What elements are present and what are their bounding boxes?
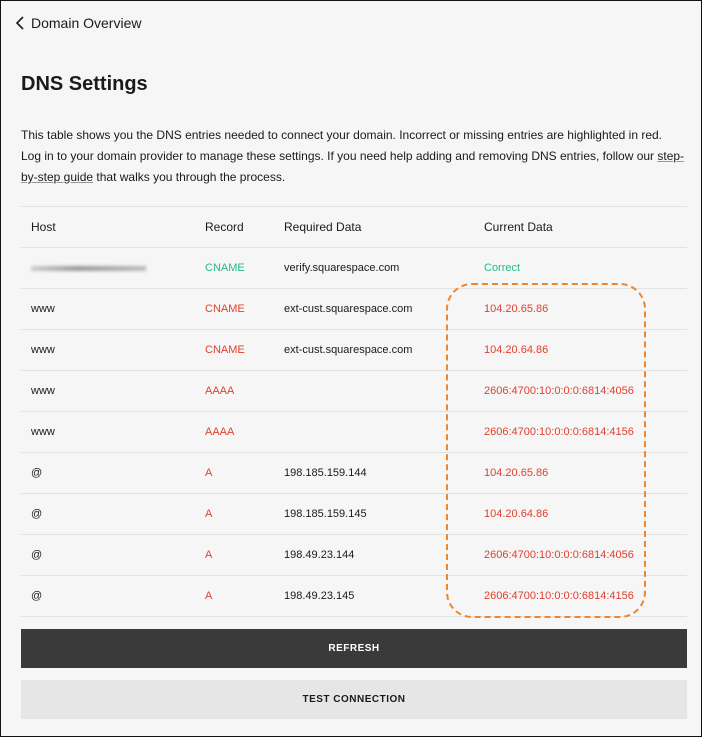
host-cell: @: [31, 508, 43, 520]
current-data-cell: 104.20.65.86: [484, 467, 549, 479]
record-cell: AAAA: [205, 426, 235, 438]
table-header: Host Record Required Data Current Data: [21, 207, 687, 248]
required-data-cell: 198.49.23.144: [284, 549, 355, 561]
page-description: This table shows you the DNS entries nee…: [21, 125, 685, 188]
record-cell: A: [205, 508, 213, 520]
table-row: @ A 198.49.23.144 2606:4700:10:0:0:0:6814:4…: [21, 535, 687, 576]
table-row: www CNAME ext-cust.squarespace.com 104.20.6…: [21, 289, 687, 330]
host-cell: @: [31, 467, 43, 479]
record-cell: A: [205, 549, 213, 561]
chevron-left-icon: [15, 16, 24, 30]
table-row: www AAAA 2606:4700:10:0:0:0:6814:4056: [21, 371, 687, 412]
required-data-cell: verify.squarespace.com: [284, 262, 400, 274]
description-text: This table shows you the DNS entries nee…: [21, 128, 663, 163]
table-row: www CNAME ext-cust.squarespace.com 104.20.6…: [21, 330, 687, 371]
required-data-cell: 198.185.159.145: [284, 508, 367, 520]
dns-table: Host Record Required Data Current Data C…: [21, 206, 687, 617]
table-row: CNAME verify.squarespace.com Correct: [21, 248, 687, 289]
required-data-cell: ext-cust.squarespace.com: [284, 344, 413, 356]
required-data-cell: 198.185.159.144: [284, 467, 367, 479]
current-data-cell: 104.20.65.86: [484, 303, 549, 315]
back-label: Domain Overview: [31, 15, 142, 31]
host-cell: @: [31, 549, 43, 561]
record-cell: CNAME: [205, 262, 245, 274]
step-by-step-guide-link[interactable]: step-by-step guide: [21, 149, 685, 184]
current-data-cell: 104.20.64.86: [484, 344, 549, 356]
header-required-data: Required Data: [284, 220, 362, 234]
host-cell: @: [31, 590, 43, 602]
record-cell: A: [205, 467, 213, 479]
current-data-cell: 2606:4700:10:0:0:0:6814:4156: [484, 590, 634, 602]
host-cell: www: [31, 426, 55, 438]
current-data-cell: 104.20.64.86: [484, 508, 549, 520]
required-data-cell: ext-cust.squarespace.com: [284, 303, 413, 315]
host-redacted: [31, 262, 146, 274]
record-cell: A: [205, 590, 213, 602]
record-cell: CNAME: [205, 303, 245, 315]
description-text-end: that walks you through the process.: [93, 170, 286, 184]
required-data-cell: 198.49.23.145: [284, 590, 355, 602]
table-row: www AAAA 2606:4700:10:0:0:0:6814:4156: [21, 412, 687, 453]
header-record: Record: [205, 220, 244, 234]
record-cell: AAAA: [205, 385, 235, 397]
record-cell: CNAME: [205, 344, 245, 356]
host-cell: www: [31, 344, 55, 356]
header-current-data: Current Data: [484, 220, 553, 234]
refresh-button[interactable]: REFRESH: [21, 629, 687, 668]
test-connection-button[interactable]: TEST CONNECTION: [21, 680, 687, 719]
host-cell: www: [31, 303, 55, 315]
current-data-cell: 2606:4700:10:0:0:0:6814:4156: [484, 426, 634, 438]
header-host: Host: [31, 220, 56, 234]
current-data-cell: Correct: [484, 262, 521, 274]
page-title: DNS Settings: [21, 73, 148, 95]
host-cell: www: [31, 385, 55, 397]
current-data-cell: 2606:4700:10:0:0:0:6814:4056: [484, 549, 634, 561]
table-row: @ A 198.185.159.144 104.20.65.86: [21, 453, 687, 494]
table-row: @ A 198.49.23.145 2606:4700:10:0:0:0:6814:4…: [21, 576, 687, 617]
current-data-cell: 2606:4700:10:0:0:0:6814:4056: [484, 385, 634, 397]
back-to-domain-overview-link[interactable]: Domain Overview: [15, 15, 141, 31]
table-row: @ A 198.185.159.145 104.20.64.86: [21, 494, 687, 535]
